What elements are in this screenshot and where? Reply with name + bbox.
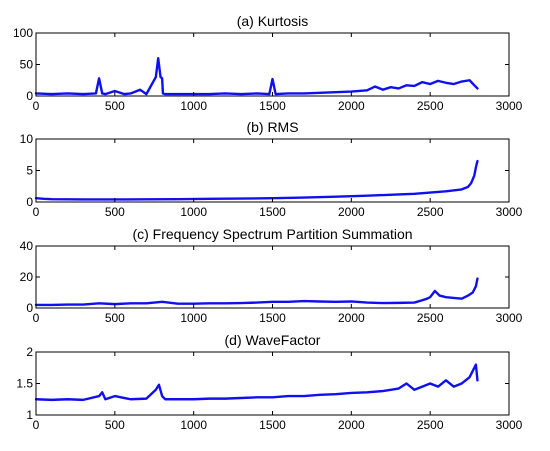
x-tick-label: 1500 (259, 99, 286, 113)
x-tick-label: 500 (105, 311, 125, 325)
y-tick-label: 50 (20, 58, 34, 72)
x-tick-label: 1000 (180, 311, 207, 325)
series-line (34, 159, 479, 201)
x-tick-label: 0 (33, 418, 40, 432)
y-tick-label: 2 (26, 345, 33, 359)
x-tick-label: 1000 (180, 418, 207, 432)
x-tick-label: 500 (105, 99, 125, 113)
x-tick-label: 1000 (180, 99, 207, 113)
y-tick-label: 20 (20, 270, 34, 284)
x-tick-label: 1500 (259, 311, 286, 325)
y-tick-label: 40 (20, 239, 34, 253)
panel-title: (b) RMS (246, 119, 298, 135)
x-tick-label: 0 (33, 205, 40, 219)
x-tick-label: 3000 (496, 311, 523, 325)
axes-frame (35, 351, 510, 416)
x-tick-label: 1500 (259, 205, 286, 219)
x-tick-label: 2500 (417, 99, 444, 113)
y-tick-label: 100 (13, 26, 33, 40)
y-tick-label: 0 (26, 301, 33, 315)
x-tick-label: 1500 (259, 418, 286, 432)
x-tick-label: 3000 (496, 418, 523, 432)
panel-title: (d) WaveFactor (225, 332, 321, 348)
x-tick-label: 2500 (417, 311, 444, 325)
panel-2: (b) RMS 0 500 1000 1500 2000 2500 3000 0 5 10 (20, 119, 523, 219)
x-tick-label: 500 (105, 205, 125, 219)
panel-title: (a) Kurtosis (237, 13, 309, 29)
y-tick-label: 0 (26, 89, 33, 103)
y-tick-label: 1 (26, 408, 33, 422)
x-tick-label: 2000 (338, 205, 365, 219)
x-tick-label: 2500 (417, 418, 444, 432)
panel-1: (a) Kurtosis 0 500 1000 1500 2000 2500 3000 0 50 1… (13, 13, 523, 113)
x-tick-label: 2500 (417, 205, 444, 219)
x-tick-label: 500 (105, 418, 125, 432)
series-line (34, 277, 479, 307)
panel-title: (c) Frequency Spectrum Partition Summati… (132, 226, 412, 242)
series-line (34, 57, 479, 96)
x-tick-label: 2000 (338, 99, 365, 113)
x-tick-label: 0 (33, 99, 40, 113)
axes-frame (35, 32, 510, 97)
x-tick-label: 0 (33, 311, 40, 325)
axes-frame (35, 245, 510, 309)
x-tick-label: 3000 (496, 205, 523, 219)
panel-4: (d) WaveFactor 0 500 1000 1500 2000 2500 3000 1 1… (16, 332, 522, 432)
x-tick-label: 2000 (338, 418, 365, 432)
y-tick-label: 1.5 (16, 377, 33, 391)
y-tick-label: 5 (26, 164, 33, 178)
y-tick-label: 10 (20, 132, 34, 146)
x-tick-label: 3000 (496, 99, 523, 113)
y-tick-label: 0 (26, 195, 33, 209)
panel-3: (c) Frequency Spectrum Partition Summati… (20, 226, 523, 325)
series-line (34, 363, 479, 402)
x-tick-label: 1000 (180, 205, 207, 219)
x-tick-label: 2000 (338, 311, 365, 325)
